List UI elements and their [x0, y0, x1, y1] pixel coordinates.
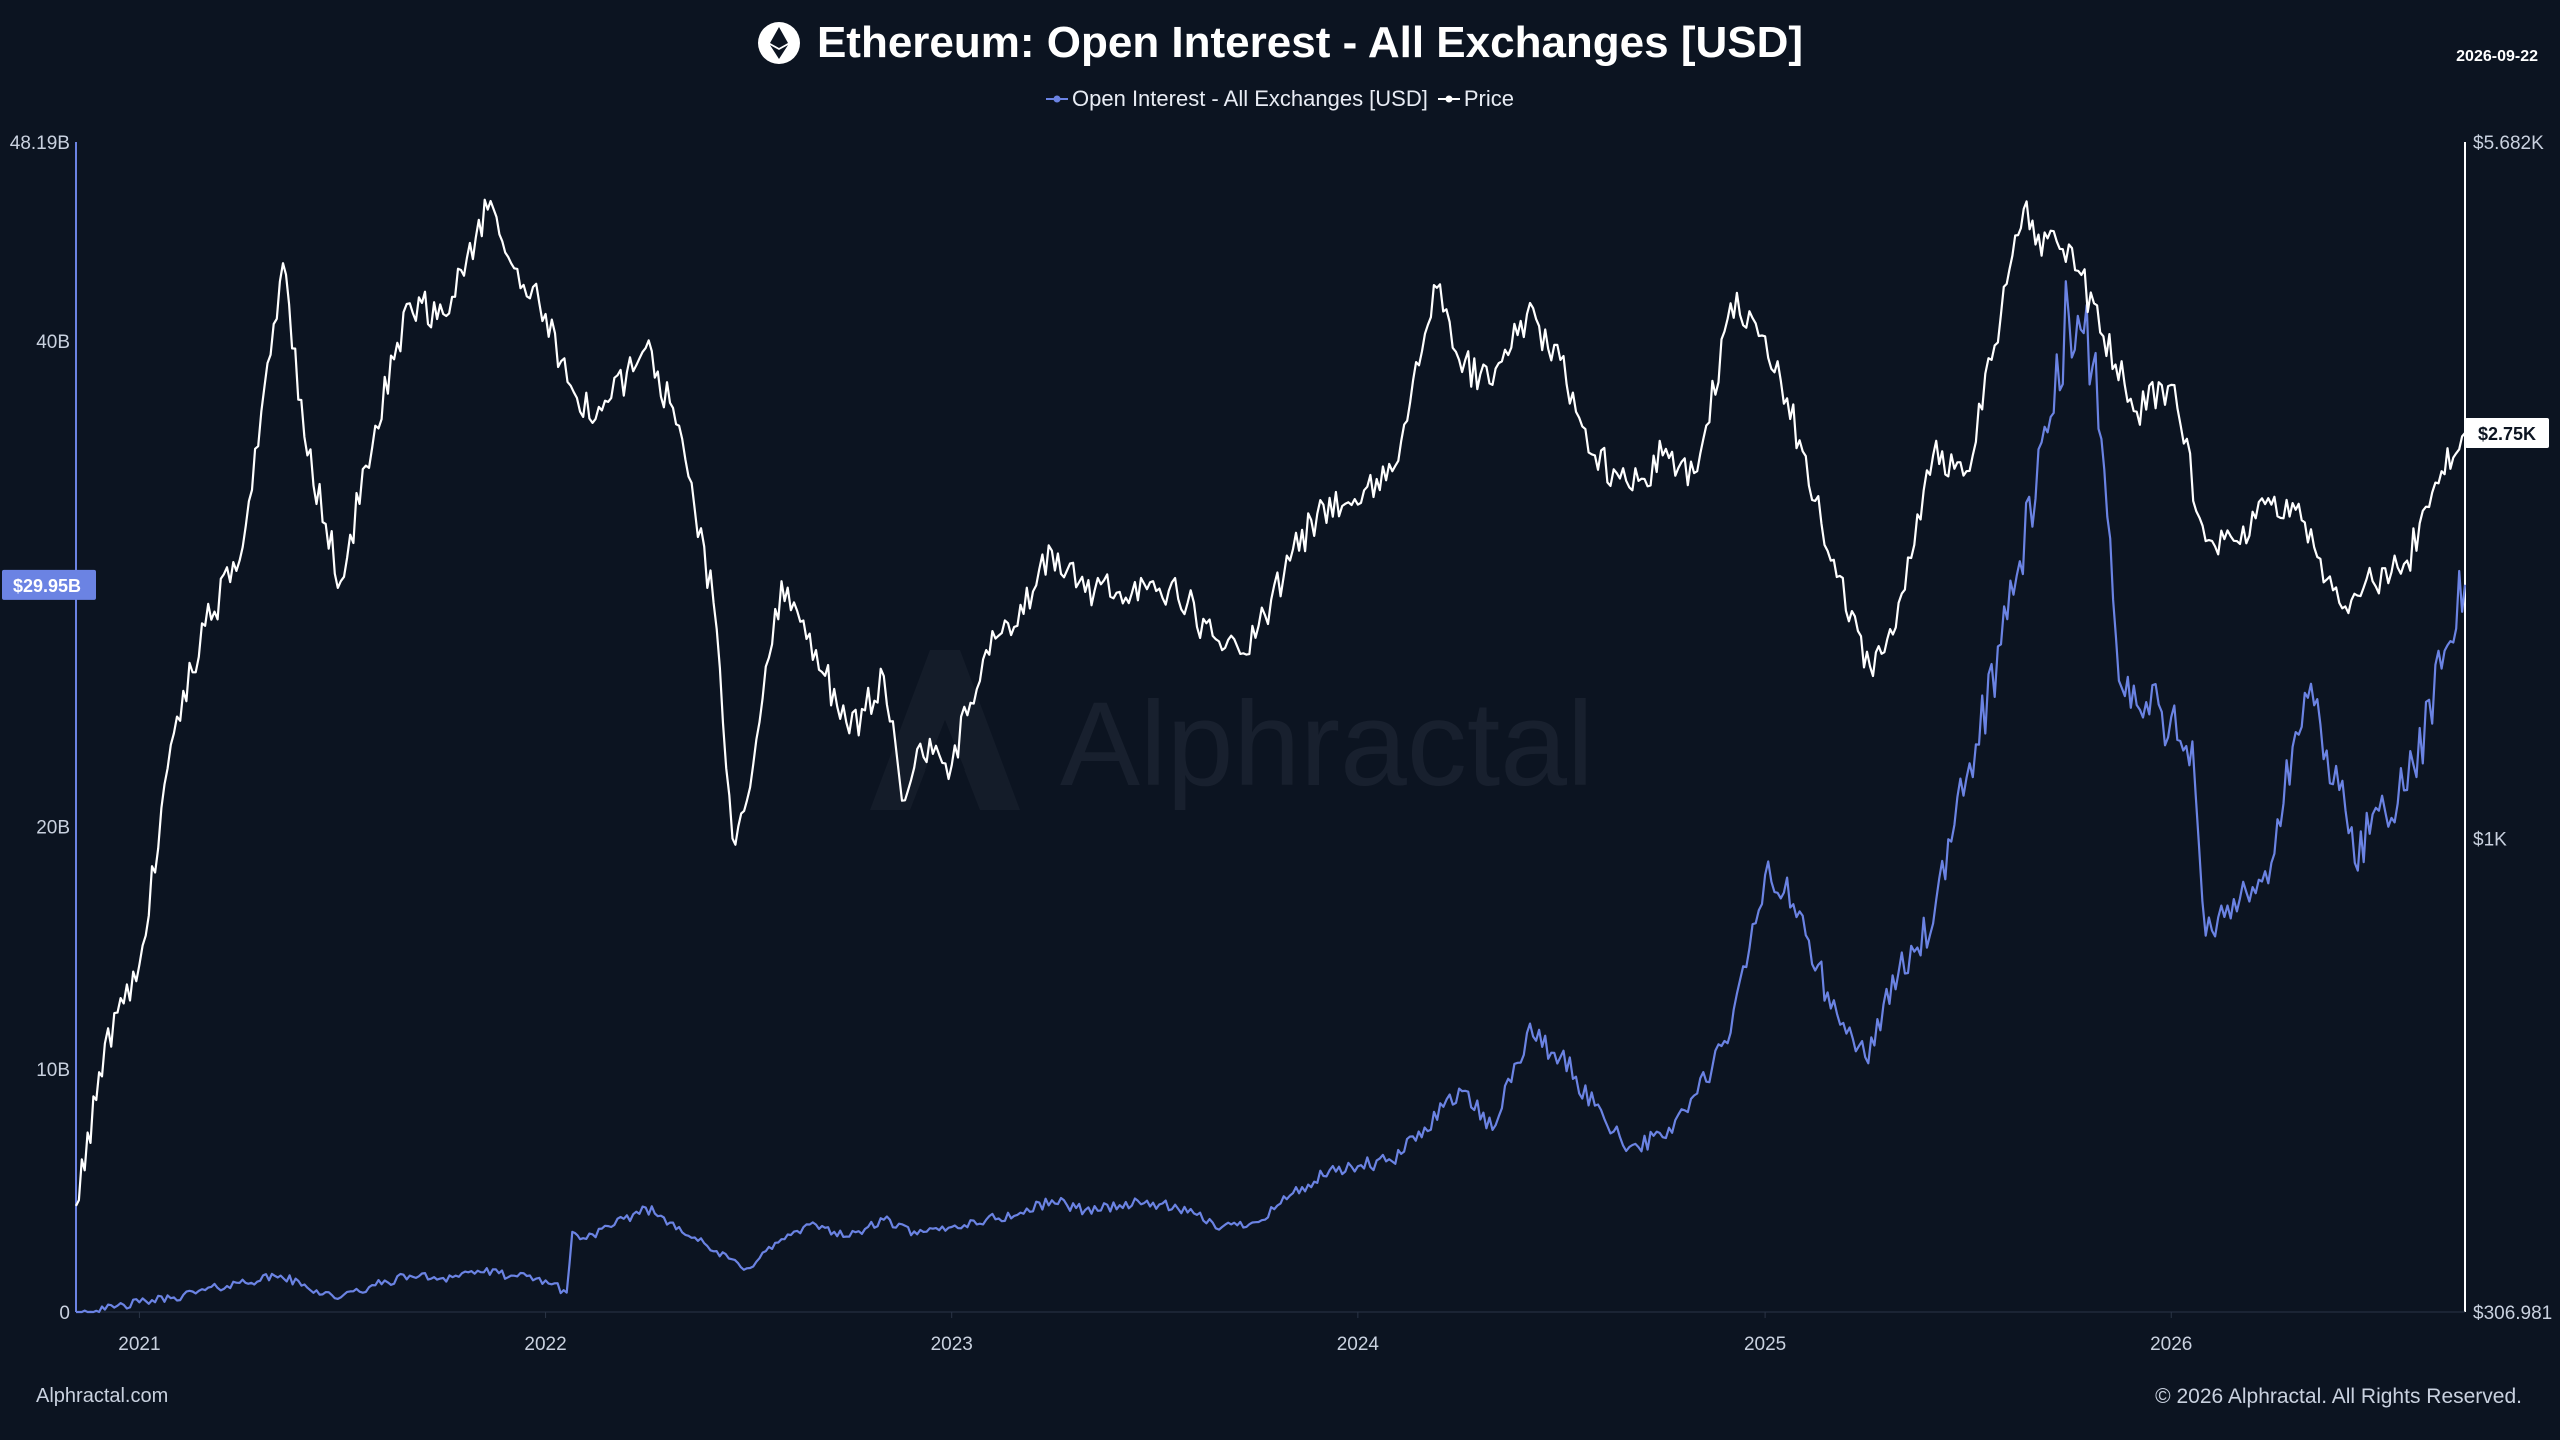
series-line-open-interest [76, 280, 2467, 1314]
series-layer [75, 198, 2467, 1314]
labels-layer: 0 10B 20B 40B 48.19B $306.981 $1K $5.682K 2021 20… [2, 133, 2552, 1355]
series-line-price [75, 198, 2466, 1207]
oi-last-value-text: $29.95B [13, 576, 81, 596]
x-axis-tick-label: 2021 [118, 1334, 160, 1355]
chart-title: Ethereum: Open Interest - All Exchanges … [816, 18, 1804, 67]
price-last-value-badge [2465, 417, 2549, 448]
ethereum-icon [757, 22, 800, 64]
watermark: Alphractal [870, 650, 1594, 811]
chart-header: Ethereum: Open Interest - All Exchanges … [0, 18, 2560, 68]
axes-layer [75, 142, 2466, 1318]
legend-line-icon-open-interest [1046, 95, 1069, 103]
legend-item-open-interest[interactable]: Open Interest - All Exchanges [USD] [1046, 86, 1428, 112]
x-axis-tick-label: 2025 [1744, 1334, 1786, 1355]
left-axis-tick-label: 10B [36, 1060, 70, 1081]
left-axis-tick-label: 0 [59, 1303, 70, 1324]
legend-item-price[interactable]: Price [1437, 86, 1514, 112]
price-last-value-text: $2.75K [2478, 424, 2536, 444]
left-axis-tick-label: 48.19B [10, 133, 70, 154]
x-axis-tick-label: 2026 [2150, 1334, 2192, 1355]
legend-line-icon-price [1437, 95, 1460, 103]
watermark-logo [870, 650, 1020, 810]
legend-label-open-interest: Open Interest - All Exchanges [USD] [1072, 86, 1428, 111]
chart-legend: Open Interest - All Exchanges [USD] Pric… [0, 86, 2560, 112]
watermark-text: Alphractal [1060, 677, 1594, 811]
x-axis-tick-label: 2024 [1337, 1334, 1380, 1355]
legend-label-price: Price [1463, 86, 1514, 111]
date-stamp: 2026-09-22 [2456, 48, 2538, 65]
x-axis-tick-label: 2023 [931, 1334, 973, 1355]
right-axis-tick-label: $5.682K [2473, 133, 2544, 154]
left-axis-tick-label: 20B [36, 817, 70, 838]
right-axis-tick-label: $306.981 [2473, 1303, 2552, 1324]
footer-site-link[interactable]: Alphractal.com [36, 1385, 169, 1407]
oi-last-value-badge [2, 569, 96, 600]
x-axis-tick-label: 2022 [524, 1334, 566, 1355]
footer-copyright: © 2026 Alphractal. All Rights Reserved. [2155, 1385, 2522, 1408]
left-axis-tick-label: 40B [36, 332, 70, 353]
right-axis-tick-label: $1K [2473, 830, 2507, 851]
